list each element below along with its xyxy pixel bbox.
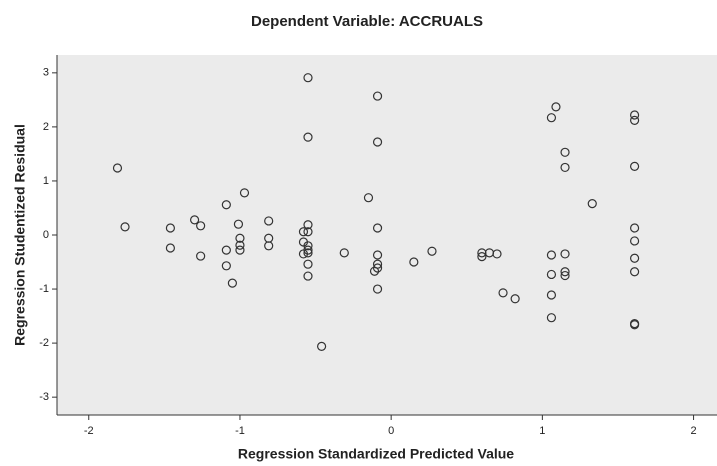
point: [235, 245, 245, 255]
point: [221, 245, 231, 255]
point: [546, 290, 557, 300]
point: [235, 240, 245, 250]
point: [165, 243, 176, 253]
point: [546, 313, 557, 323]
point: [546, 113, 557, 123]
point: [363, 193, 374, 203]
y-tick-label: -1: [39, 283, 49, 295]
x-tick-label: -1: [235, 425, 245, 437]
point: [560, 270, 570, 281]
x-tick-label: -2: [84, 425, 94, 437]
point: [303, 220, 313, 230]
point: [120, 222, 130, 232]
point: [221, 261, 231, 271]
point: [303, 132, 313, 142]
point: [264, 216, 274, 226]
point: [372, 91, 383, 101]
point: [372, 259, 383, 269]
point: [560, 147, 570, 157]
point: [303, 73, 313, 83]
point: [629, 110, 640, 120]
y-tick-label: -2: [39, 337, 49, 349]
point: [298, 249, 309, 259]
point: [629, 115, 640, 126]
y-axis-label: Regression Studentized Residual: [12, 124, 28, 346]
point: [409, 257, 419, 267]
point: [629, 236, 640, 246]
point: [189, 215, 200, 225]
point: [629, 253, 640, 263]
point: [629, 320, 640, 330]
plot-background: [57, 55, 717, 415]
point: [629, 161, 640, 171]
point: [372, 263, 383, 273]
point: [298, 227, 309, 237]
x-tick-label: 1: [539, 425, 545, 437]
x-tick-label: 0: [388, 425, 394, 437]
point: [196, 251, 206, 261]
point: [427, 246, 437, 256]
point: [498, 288, 508, 298]
point: [372, 250, 383, 260]
point: [372, 284, 383, 294]
point: [227, 278, 237, 288]
point: [303, 248, 313, 258]
point: [264, 241, 274, 251]
y-tick-label: 2: [43, 121, 49, 133]
point: [587, 199, 597, 209]
point: [546, 250, 557, 260]
point: [303, 227, 313, 237]
x-tick-label: 2: [691, 425, 697, 437]
point: [372, 223, 383, 233]
chart-title: Dependent Variable: ACCRUALS: [251, 13, 483, 30]
y-tick-label: -3: [39, 391, 49, 403]
y-tick-label: 0: [43, 229, 49, 241]
point: [303, 241, 313, 251]
point: [233, 219, 244, 229]
point: [235, 233, 245, 243]
point: [239, 188, 250, 198]
point: [629, 223, 640, 233]
point: [560, 267, 570, 277]
y-tick-label: 3: [43, 67, 49, 79]
point: [510, 294, 520, 304]
point: [165, 223, 176, 233]
x-axis-label: Regression Standardized Predicted Value: [238, 446, 514, 462]
point: [317, 341, 327, 351]
point: [629, 267, 640, 277]
point: [339, 248, 349, 258]
point: [551, 102, 561, 112]
point: [492, 249, 502, 259]
point: [303, 259, 313, 269]
point: [477, 252, 487, 262]
point: [372, 137, 383, 147]
point: [560, 249, 570, 259]
point: [560, 162, 570, 173]
point: [546, 269, 557, 280]
point: [221, 200, 231, 210]
y-tick-label: 1: [43, 175, 49, 187]
point: [196, 221, 206, 231]
point: [112, 163, 123, 173]
point: [303, 271, 313, 281]
